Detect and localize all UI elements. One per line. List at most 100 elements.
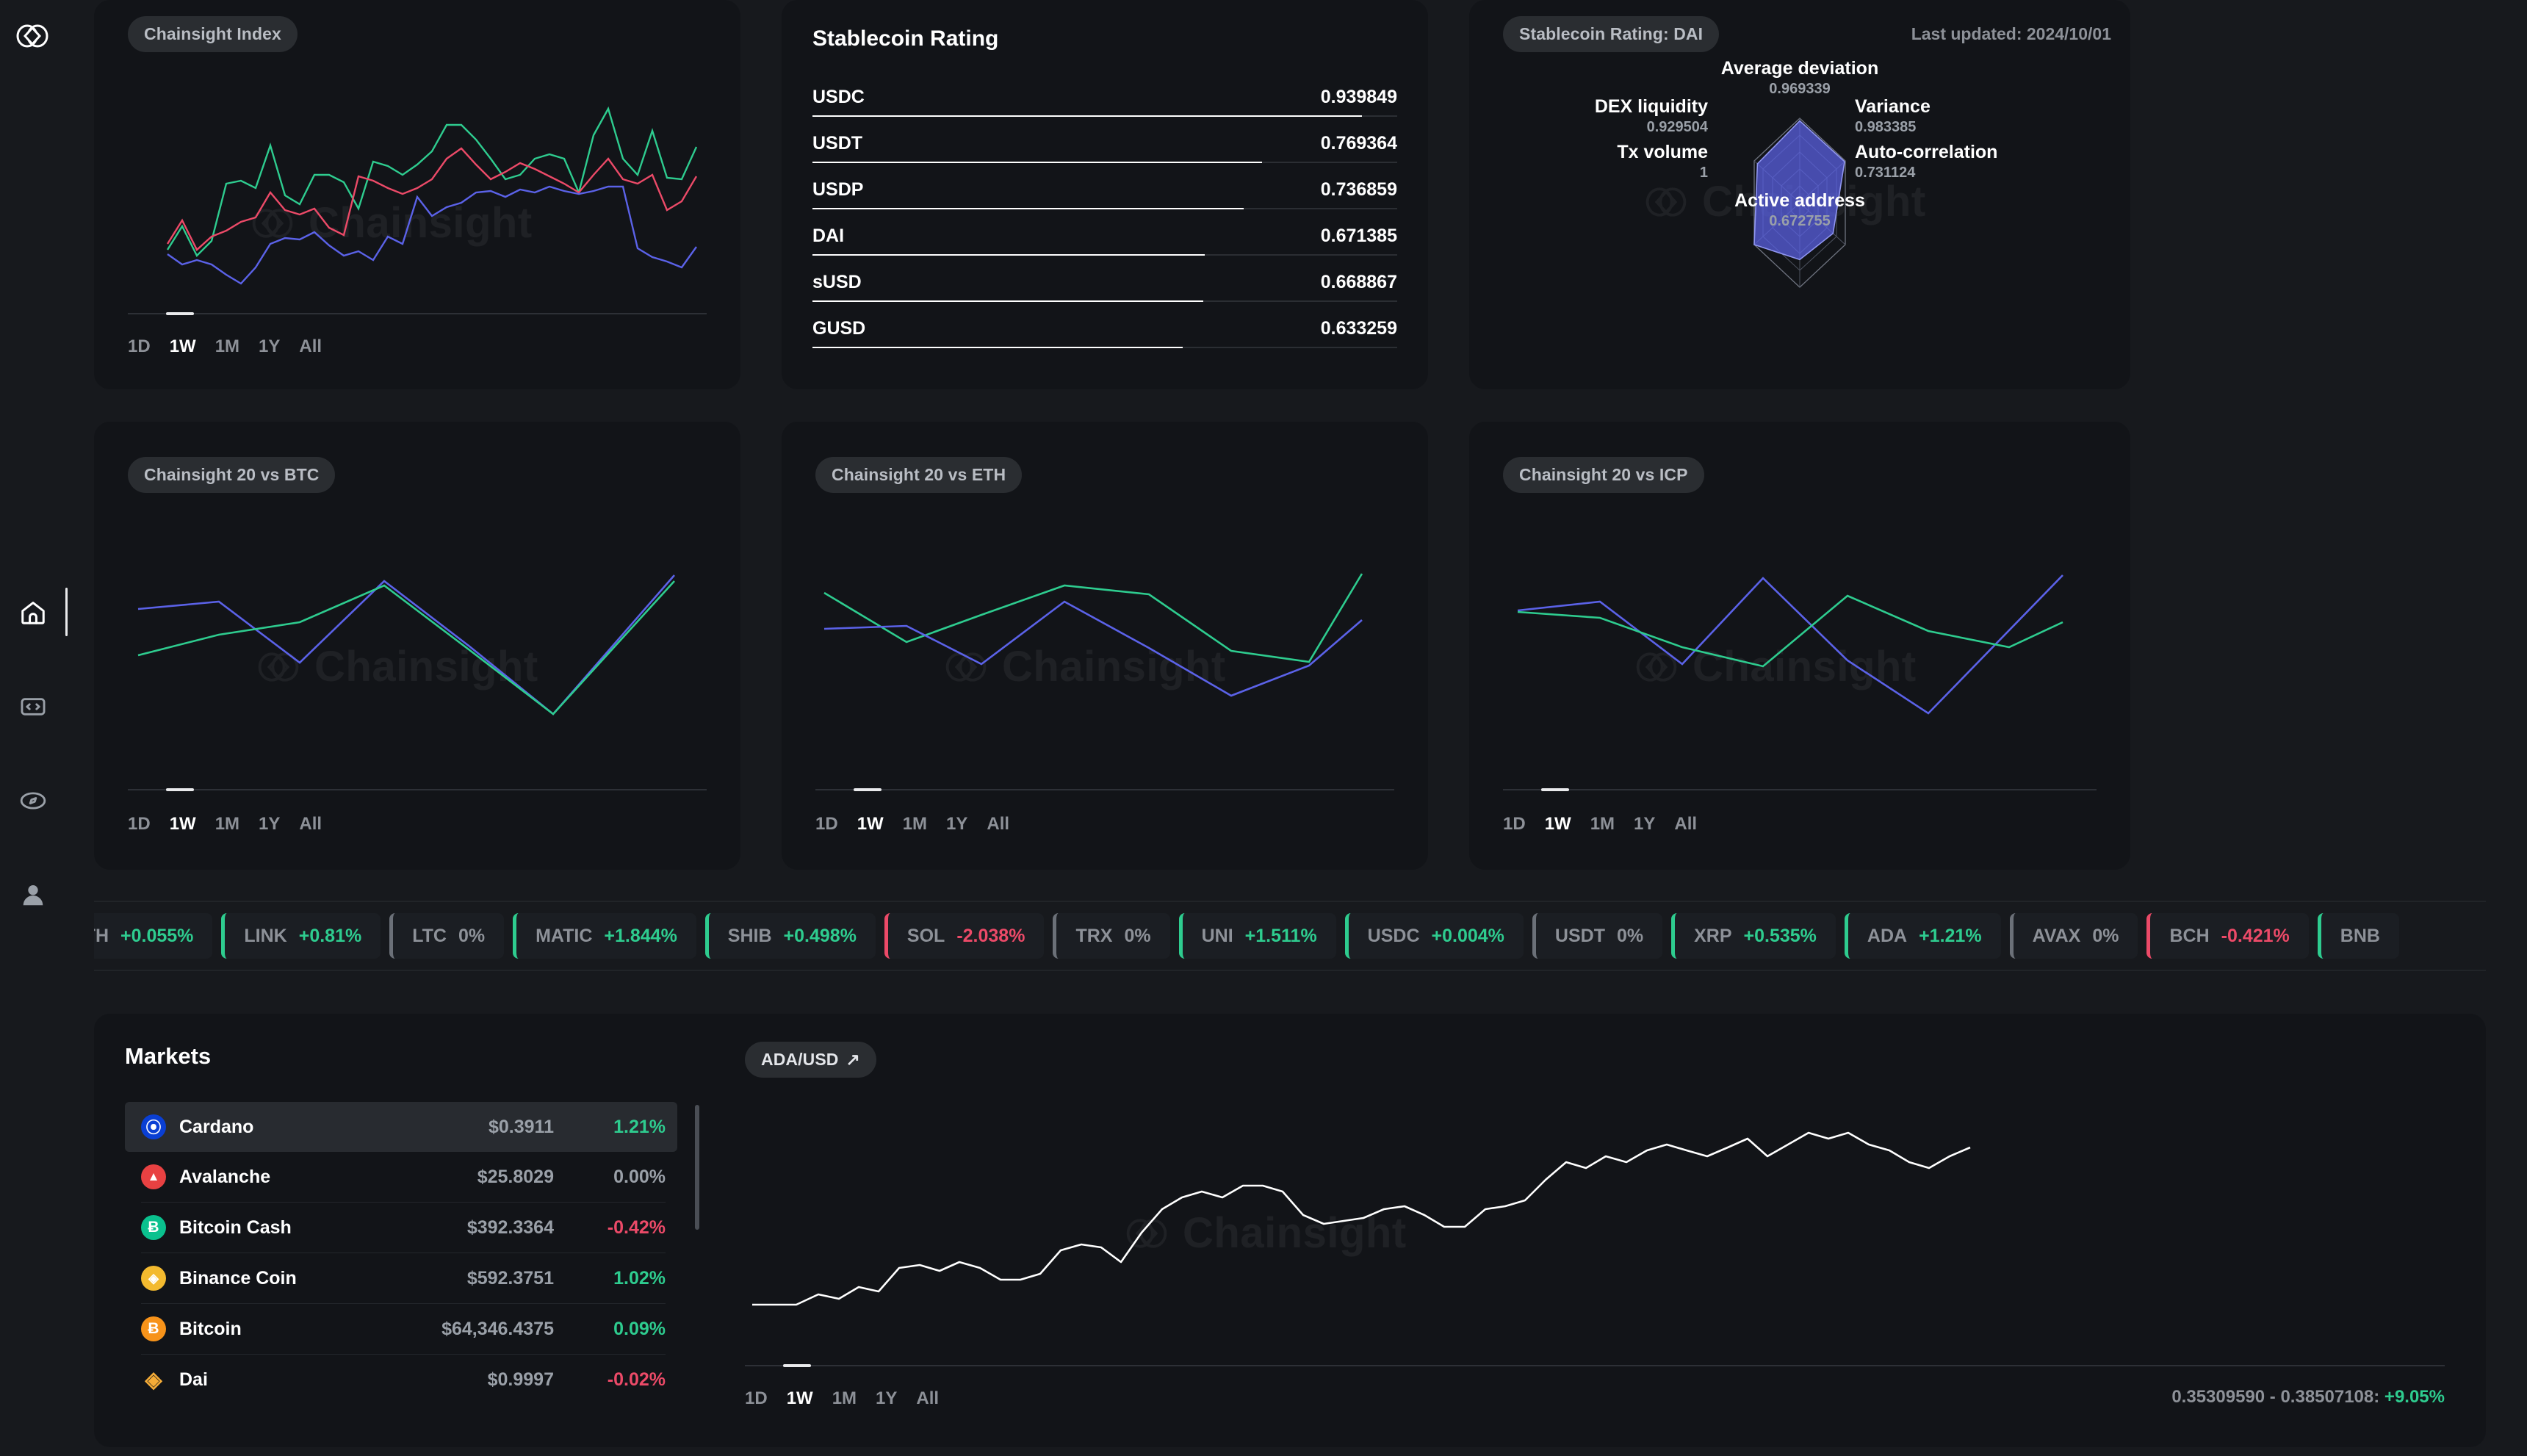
timeframe-all[interactable]: All	[916, 1388, 940, 1408]
timeframe-1m[interactable]: 1M	[215, 814, 240, 834]
markets-list: ⦿ Cardano $0.3911 1.21% ▲ Avalanche $25.…	[125, 1102, 677, 1405]
ticker-symbol: UNI	[1201, 925, 1233, 946]
ticker-change: +0.055%	[120, 925, 194, 946]
ticker-item[interactable]: BCH -0.421%	[2146, 913, 2309, 959]
timeframe-1m[interactable]: 1M	[1590, 814, 1615, 834]
timeframe-all[interactable]: All	[299, 814, 322, 834]
radar-axis-active-address: Active address 0.672755	[1697, 190, 1903, 230]
chip-stablecoin-rating-dai[interactable]: Stablecoin Rating: DAI	[1503, 16, 1720, 52]
sidebar-item-code[interactable]	[0, 660, 66, 754]
timeframe-1d[interactable]: 1D	[745, 1388, 768, 1408]
ticker-item[interactable]: LTC 0%	[389, 913, 505, 959]
timeframe-all[interactable]: All	[987, 814, 1010, 834]
rating-row[interactable]: sUSD 0.668867	[812, 272, 1397, 302]
market-row-bitcoin-cash[interactable]: Ƀ Bitcoin Cash $392.3364 -0.42%	[125, 1203, 677, 1253]
ticker-change: 0%	[1616, 925, 1644, 946]
chip-vs-icp[interactable]: Chainsight 20 vs ICP	[1503, 457, 1704, 493]
rating-row[interactable]: USDC 0.939849	[812, 87, 1397, 117]
market-ticker-bar[interactable]: ETH +0.055% LINK +0.81% LTC 0% MATIC +1.…	[94, 901, 2486, 971]
rating-bar	[812, 208, 1397, 209]
vs-eth-chart	[823, 573, 1363, 697]
ticker-item[interactable]: AVAX 0%	[2009, 913, 2138, 959]
timeframe-1d[interactable]: 1D	[128, 814, 151, 834]
timeframe-1y[interactable]: 1Y	[1634, 814, 1656, 834]
market-row-binance-coin[interactable]: ◈ Binance Coin $592.3751 1.02%	[125, 1253, 677, 1303]
ticker-item[interactable]: XRP +0.535%	[1671, 913, 1836, 959]
chainsight-index-chart	[166, 106, 698, 285]
ticker-item[interactable]: USDC +0.004%	[1344, 913, 1524, 959]
rating-row[interactable]: USDP 0.736859	[812, 179, 1397, 209]
chip-chainsight-index[interactable]: Chainsight Index	[128, 16, 298, 52]
ticker-item[interactable]: SHIB +0.498%	[704, 913, 876, 959]
avalanche-icon: ▲	[141, 1164, 166, 1189]
ticker-item[interactable]: LINK +0.81%	[221, 913, 381, 959]
ticker-item[interactable]: MATIC +1.844%	[513, 913, 696, 959]
ticker-symbol: ETH	[94, 925, 109, 946]
ticker-symbol: LINK	[244, 925, 287, 946]
timeframe-1y[interactable]: 1Y	[946, 814, 968, 834]
ticker-item[interactable]: TRX 0%	[1053, 913, 1170, 959]
market-row-bitcoin[interactable]: Ƀ Bitcoin $64,346.4375 0.09%	[125, 1304, 677, 1354]
ticker-symbol: BCH	[2169, 925, 2210, 946]
rating-row[interactable]: GUSD 0.633259	[812, 318, 1397, 348]
panel-markets-detail: Markets ⦿ Cardano $0.3911 1.21% ▲ Avalan…	[94, 1014, 2486, 1447]
rating-name: sUSD	[812, 272, 862, 292]
sidebar	[0, 0, 68, 1456]
market-change: 0.09%	[613, 1318, 666, 1339]
market-row-cardano[interactable]: ⦿ Cardano $0.3911 1.21%	[125, 1102, 677, 1152]
timeframe-1w[interactable]: 1W	[1544, 814, 1571, 834]
chip-vs-btc[interactable]: Chainsight 20 vs BTC	[128, 457, 336, 493]
ticker-item[interactable]: BNB	[2317, 913, 2399, 959]
timeframe-1d[interactable]: 1D	[1503, 814, 1526, 834]
timeframe-all[interactable]: All	[1674, 814, 1698, 834]
radar-axis-variance: Variance 0.983385	[1855, 96, 2031, 136]
rating-name: DAI	[812, 226, 845, 246]
timeframe-1w[interactable]: 1W	[786, 1388, 813, 1408]
ticker-item[interactable]: ETH +0.055%	[94, 913, 213, 959]
timeframe-1y[interactable]: 1Y	[876, 1388, 898, 1408]
ticker-symbol: BNB	[2340, 925, 2380, 946]
ticker-symbol: USDC	[1367, 925, 1420, 946]
market-name: Cardano	[179, 1116, 254, 1137]
sidebar-item-profile[interactable]	[0, 848, 66, 942]
timeframe-1w[interactable]: 1W	[857, 814, 884, 834]
chainsight-logo[interactable]	[9, 16, 56, 56]
chip-ada-usd[interactable]: ADA/USD ↗	[745, 1042, 876, 1078]
ticker-item[interactable]: UNI +1.511%	[1178, 913, 1336, 959]
markets-scrollbar[interactable]	[695, 1105, 699, 1230]
sidebar-item-home[interactable]	[0, 566, 68, 660]
chip-vs-eth[interactable]: Chainsight 20 vs ETH	[815, 457, 1023, 493]
timeframe-1d[interactable]: 1D	[128, 336, 151, 356]
timeframe-1m[interactable]: 1M	[215, 336, 240, 356]
rating-value: 0.671385	[1320, 226, 1397, 246]
series-blue	[823, 600, 1363, 697]
timeframe-all[interactable]: All	[299, 336, 322, 356]
ticker-symbol: SHIB	[727, 925, 772, 946]
timeframe-1m[interactable]: 1M	[832, 1388, 857, 1408]
rating-row[interactable]: USDT 0.769364	[812, 133, 1397, 163]
ticker-change: -2.038%	[956, 925, 1025, 946]
timeframe-1y[interactable]: 1Y	[259, 336, 281, 356]
markets-title: Markets	[125, 1043, 212, 1069]
timeframe-1m[interactable]: 1M	[902, 814, 928, 834]
rating-row[interactable]: DAI 0.671385	[812, 226, 1397, 256]
ticker-item[interactable]: ADA +1.21%	[1844, 913, 2001, 959]
market-row-dai[interactable]: ◈ Dai $0.9997 -0.02%	[125, 1355, 677, 1405]
main-content: Chainsight Index Chainsight 1D 1W	[66, 0, 2527, 1456]
ticker-item[interactable]: SOL -2.038%	[884, 913, 1045, 959]
ticker-item[interactable]: USDT 0%	[1532, 913, 1663, 959]
ticker-track: ETH +0.055% LINK +0.81% LTC 0% MATIC +1.…	[94, 902, 2486, 970]
sidebar-item-compass[interactable]	[0, 754, 66, 848]
rating-bar	[812, 115, 1397, 117]
cardano-icon: ⦿	[141, 1114, 166, 1139]
timeframe-1y[interactable]: 1Y	[259, 814, 281, 834]
timeframe-1d[interactable]: 1D	[815, 814, 838, 834]
detail-timeframe-selector: 1D 1W 1M 1Y All	[745, 1388, 2445, 1409]
series-ada-usd	[752, 1131, 1971, 1306]
market-row-avalanche[interactable]: ▲ Avalanche $25.8029 0.00%	[125, 1152, 677, 1202]
radar-axis-auto-correlation: Auto-correlation 0.731124	[1855, 142, 2068, 181]
timeframe-1w[interactable]: 1W	[169, 814, 196, 834]
detail-footer: 1D 1W 1M 1Y All 0.35309590 - 0.38507108:…	[745, 1364, 2445, 1409]
timeframe-1w[interactable]: 1W	[169, 336, 196, 356]
axis-value: 0.731124	[1855, 165, 1916, 181]
